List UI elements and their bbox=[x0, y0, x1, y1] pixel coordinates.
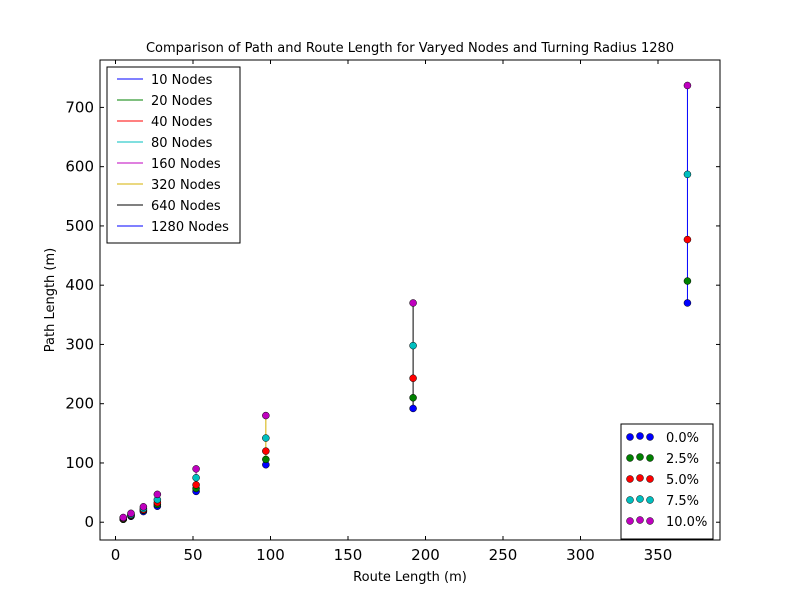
data-point-5-1 bbox=[119, 513, 127, 522]
legend-marker-dot-1 bbox=[626, 433, 634, 441]
data-point-2-8 bbox=[683, 277, 692, 285]
y-tick-label: 200 bbox=[65, 395, 94, 413]
data-point-5-5 bbox=[192, 465, 200, 473]
x-tick-label: 150 bbox=[334, 546, 363, 564]
y-tick-label: 400 bbox=[65, 276, 94, 294]
legend-line-label-2: 20 Nodes bbox=[151, 94, 213, 109]
data-point-3-8 bbox=[683, 235, 692, 244]
legend-marker-dot-4 bbox=[626, 496, 634, 504]
legend-marker-label-4: 7.5% bbox=[666, 494, 699, 509]
legend-marker-dot-5 bbox=[636, 516, 644, 524]
legend-marker-dot-2 bbox=[636, 453, 644, 461]
legend-marker-label-5: 10.0% bbox=[666, 515, 707, 530]
data-point-2-6 bbox=[262, 455, 270, 464]
chart-title: Comparison of Path and Route Length for … bbox=[146, 41, 674, 56]
x-tick-label: 300 bbox=[566, 546, 595, 564]
x-tick-label: 200 bbox=[411, 546, 440, 564]
y-tick-label: 100 bbox=[65, 454, 94, 472]
legend-lines-box bbox=[106, 66, 241, 244]
data-point-3-7 bbox=[409, 374, 417, 382]
legend-marker-label-1: 0.0% bbox=[666, 431, 699, 446]
legend-line-label-6: 320 Nodes bbox=[151, 178, 221, 193]
x-tick-label: 100 bbox=[256, 546, 285, 564]
data-point-4-8 bbox=[683, 170, 692, 179]
data-point-2-7 bbox=[409, 394, 417, 402]
x-tick-label: 250 bbox=[489, 546, 518, 564]
y-tick-label: 300 bbox=[65, 335, 94, 353]
x-axis-label: Route Length (m) bbox=[353, 570, 467, 585]
data-point-5-3 bbox=[139, 503, 148, 511]
legend-marker-dot-3 bbox=[646, 475, 654, 483]
axis-ticks: 0 50 100 150 200 250 300 350 0 100 200 300 400 500 600… bbox=[65, 59, 721, 564]
data-point-5-2 bbox=[127, 509, 135, 518]
legend-line-label-3: 40 Nodes bbox=[151, 115, 213, 130]
y-tick-label: 500 bbox=[65, 217, 94, 235]
x-tick-label: 50 bbox=[183, 546, 202, 564]
data-point-5-7 bbox=[409, 299, 417, 307]
legend-marker-dot-5 bbox=[626, 517, 634, 525]
y-tick-label: 700 bbox=[65, 98, 94, 116]
legend-line-label-8: 1280 Nodes bbox=[151, 220, 229, 235]
data-point-4-7 bbox=[409, 341, 417, 350]
legend-line-label-5: 160 Nodes bbox=[151, 157, 221, 172]
data-point-5-4 bbox=[153, 490, 162, 499]
legend-marker-label-3: 5.0% bbox=[666, 473, 699, 488]
legend-marker-dot-5 bbox=[646, 517, 654, 525]
legend-marker-dot-4 bbox=[646, 496, 654, 504]
legend-marker-dot-1 bbox=[646, 433, 654, 441]
data-point-4-5 bbox=[192, 474, 200, 482]
plot-frame bbox=[99, 59, 721, 541]
plot-area bbox=[119, 81, 692, 524]
legend-marker-dot-4 bbox=[636, 495, 644, 503]
legend-lines: 10 Nodes 20 Nodes 40 Nodes 80 Nodes 160 Node… bbox=[106, 66, 241, 244]
y-tick-label: 0 bbox=[84, 513, 94, 531]
legend-line-label-1: 10 Nodes bbox=[151, 73, 213, 88]
legend-marker-dot-2 bbox=[626, 454, 634, 462]
data-point-3-6 bbox=[262, 447, 270, 455]
x-tick-label: 0 bbox=[111, 546, 121, 564]
legend-marker-dot-3 bbox=[626, 475, 634, 483]
y-tick-label: 600 bbox=[65, 158, 94, 176]
legend-marker-dot-3 bbox=[636, 474, 644, 482]
legend-marker-dot-1 bbox=[636, 432, 644, 440]
data-point-5-6 bbox=[262, 411, 270, 420]
y-axis-label: Path Length (m) bbox=[43, 248, 58, 352]
legend-marker-label-2: 2.5% bbox=[666, 452, 699, 467]
data-point-1-7 bbox=[409, 404, 417, 413]
legend-markers: 0.0% 2.5% 5.0% 7.5% 10.0% bbox=[620, 423, 714, 540]
data-point-5-8 bbox=[683, 81, 692, 90]
legend-marker-dot-2 bbox=[646, 454, 654, 462]
data-point-1-8 bbox=[683, 299, 692, 307]
legend-line-label-4: 80 Nodes bbox=[151, 136, 213, 151]
data-point-4-6 bbox=[262, 434, 270, 442]
x-tick-label: 350 bbox=[644, 546, 673, 564]
data-point-3-5 bbox=[192, 481, 200, 489]
legend-line-label-7: 640 Nodes bbox=[151, 199, 221, 214]
